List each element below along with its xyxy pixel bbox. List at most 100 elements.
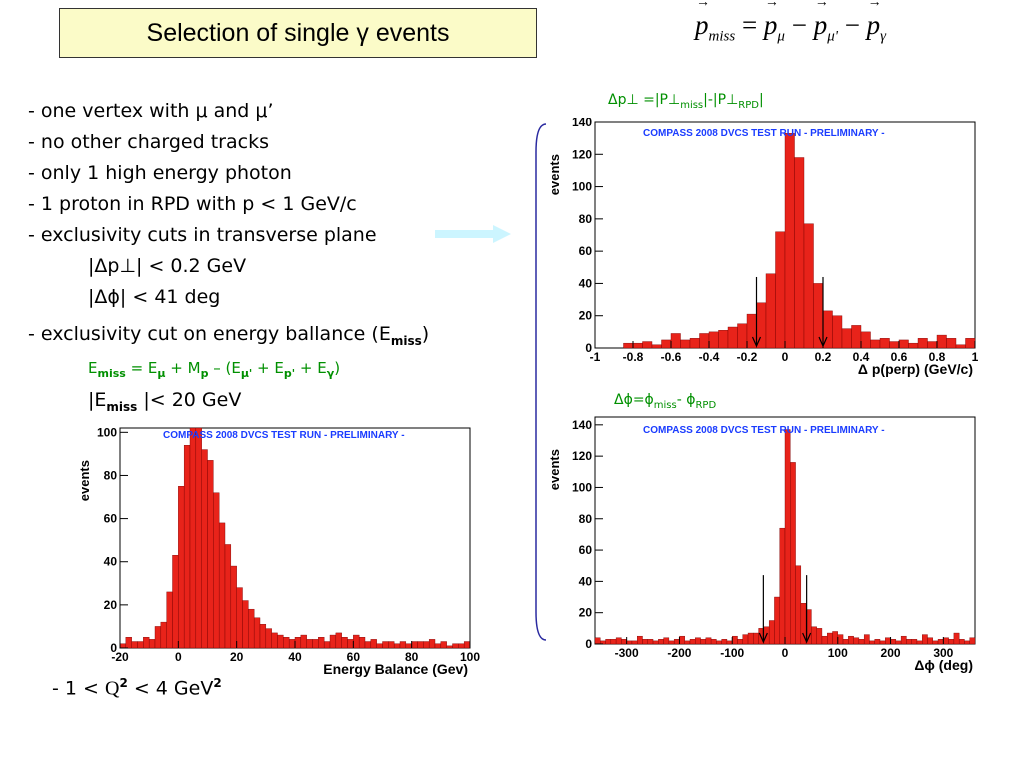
histogram-bar [906,639,912,645]
x-tick-label: 80 [405,650,419,664]
histogram-bar [642,639,648,645]
y-tick-label: 60 [104,512,118,526]
histogram-bar [201,449,208,649]
x-tick-label: 300 [933,646,953,660]
histogram-bar [458,643,465,649]
histogram-bar [705,637,712,645]
histogram-bar [253,617,261,649]
histogram-bar [236,587,243,649]
histogram-bar [795,565,802,645]
cut-emiss: |Emiss |< 20 GeV [28,385,429,423]
histogram-bar [775,231,786,349]
emiss-cut-post: |< 20 GeV [137,388,242,411]
y-tick-label: 120 [572,147,592,161]
x-tick-label: -0.6 [661,350,682,364]
histogram-bar [869,640,875,645]
energy-cut-text: - exclusivity cut on energy ballance (E [28,323,391,345]
histogram-bar [277,634,284,649]
x-tick-label: -0.8 [623,350,644,364]
histogram-bar [621,639,627,645]
histogram-bar [879,640,886,645]
histogram-bar [790,462,796,645]
histogram-bar [446,645,453,649]
histogram-bar [195,427,202,649]
emiss-mu: μ [157,366,166,380]
histogram-bar [364,641,372,649]
delta-phi-histogram: -300 -200 -100 0 100 200 300 0 20 40 60 80 100 120 140… [547,416,976,673]
histogram-bar [306,639,313,649]
histogram-bar [183,445,191,649]
histogram-bar [832,631,838,645]
dphi-sub-miss: miss [653,399,677,411]
x-tick-label: -20 [111,650,129,664]
histogram-bar [922,634,928,645]
histogram-bar [679,635,685,645]
bullet-proton: - 1 proton in RPD with p < 1 GeV/c [28,193,357,215]
q2-q: Q [104,677,120,700]
histogram-bar [154,626,162,649]
histogram-bar [347,639,354,649]
vec-p-muprime: p [814,0,828,41]
histogram-bar [178,486,185,649]
cut-delta-phi: |Δϕ| < 41 deg [88,286,221,308]
histogram-bar [335,632,342,649]
cut-arrow-head [751,336,762,348]
histogram-bar [353,634,360,649]
x-tick-label: -100 [720,646,744,660]
histogram-bar [131,641,138,649]
x-axis-label: Energy Balance (Gev) [323,661,468,677]
x-tick-label: -0.2 [737,350,758,364]
histogram-bar [718,330,729,349]
x-tick-label: 60 [347,650,361,664]
histogram-bar [895,640,902,645]
histogram-bar [393,643,401,649]
histogram-bar [652,640,659,645]
histogram-bar [908,342,919,349]
histogram-bar [288,639,296,649]
histogram-bar [626,640,633,645]
slide-title: Selection of single γ events [146,18,450,47]
histogram-bar [737,639,743,645]
histogram-bar [388,641,395,649]
emiss-e: E [88,358,98,377]
histogram-bar [784,429,791,645]
x-tick-label: 0 [782,350,789,364]
chart-title: COMPASS 2008 DVCS TEST RUN - PRELIMINARY… [163,430,405,441]
q2-post: < 4 GeV [127,677,214,700]
x-axis-label: Δ p(perp) (GeV/c) [858,361,973,377]
histogram-bar [756,302,767,349]
cut-delta-p: |Δp⊥| < 0.2 GeV [88,255,247,277]
histogram-bar [874,639,881,645]
muprime-subscript: μ' [827,28,838,45]
histogram-bar [890,639,897,645]
miss-subscript: miss [708,28,736,45]
histogram-bar [885,637,891,645]
x-tick-label: 0 [175,650,182,664]
histogram-bar [160,621,167,649]
histogram-bar [318,637,325,649]
histogram-bar [811,626,817,645]
selection-criteria-list: - one vertex with μ and μ’ - no other ch… [28,96,429,423]
y-tick-label: 40 [579,574,593,588]
mu-subscript: μ [777,28,785,45]
dphi-text: Δϕ=ϕ [614,392,654,408]
histogram-bar [661,339,672,349]
y-axis-label: events [547,154,562,195]
emiss-plusm: + M [165,358,201,377]
histogram-bar [684,640,691,645]
histogram-bar [732,635,738,645]
histogram-bar [207,460,214,649]
histogram-bar [837,634,844,645]
histogram-bar [632,342,643,349]
histogram-bar [642,341,653,349]
x-axis-label: Δϕ (deg) [914,657,973,673]
histogram-bar [283,637,290,649]
y-tick-label: 120 [572,449,592,463]
x-tick-label: 40 [288,650,302,664]
histogram-bar [879,338,890,349]
histogram-bar [300,634,307,649]
x-tick-label: 20 [230,650,244,664]
energy-cut-sub: miss [390,333,422,348]
slide-title-box: Selection of single γ events [59,8,537,58]
